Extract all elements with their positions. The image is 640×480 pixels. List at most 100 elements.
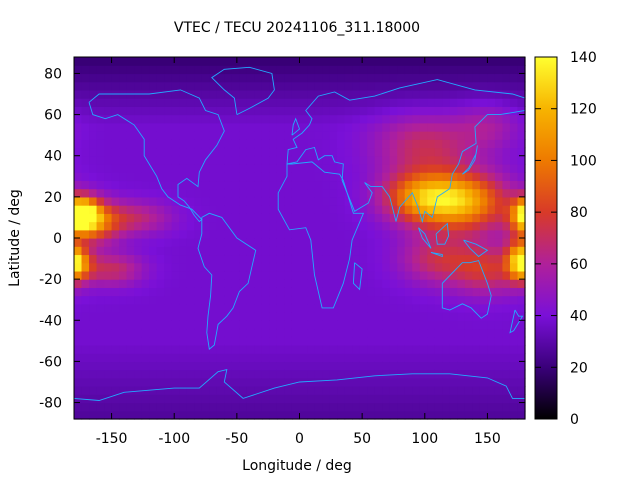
heatmap-cell — [239, 377, 248, 387]
heatmap-cell — [216, 328, 225, 338]
heatmap-cell — [261, 344, 271, 354]
heatmap-cell — [442, 147, 451, 157]
heatmap-cell — [239, 180, 248, 190]
heatmap-cell — [404, 65, 413, 75]
heatmap-cell — [224, 287, 233, 297]
heatmap-cell — [314, 172, 323, 182]
heatmap-cell — [171, 188, 180, 198]
heatmap-cell — [254, 89, 263, 99]
heatmap-cell — [81, 65, 90, 75]
heatmap-cell — [96, 106, 105, 116]
heatmap-cell — [164, 213, 173, 223]
heatmap-cell — [374, 114, 383, 124]
heatmap-cell — [412, 73, 421, 83]
heatmap-cell — [209, 98, 218, 107]
heatmap-cell — [74, 213, 83, 223]
heatmap-cell — [119, 188, 128, 198]
heatmap-cell — [419, 410, 428, 420]
heatmap-cell — [314, 73, 323, 83]
heatmap-cell — [239, 65, 248, 75]
heatmap-cell — [269, 279, 278, 288]
heatmap-cell — [472, 172, 481, 182]
heatmap-cell — [231, 254, 240, 264]
heatmap-cell — [126, 81, 135, 91]
heatmap-cell — [216, 180, 225, 190]
heatmap-cell — [479, 238, 489, 247]
heatmap-cell — [186, 139, 195, 149]
heatmap-cell — [427, 106, 436, 116]
heatmap-cell — [246, 287, 255, 297]
heatmap-cell — [502, 303, 511, 313]
heatmap-cell — [389, 353, 398, 363]
heatmap-cell — [517, 188, 526, 198]
heatmap-cell — [352, 131, 361, 140]
heatmap-cell — [442, 89, 451, 99]
heatmap-cell — [156, 139, 165, 149]
heatmap-cell — [359, 361, 368, 371]
heatmap-cell — [194, 336, 203, 346]
heatmap-cell — [434, 188, 443, 198]
heatmap-cell — [434, 320, 443, 330]
heatmap-cell — [284, 369, 293, 379]
heatmap-cell — [374, 402, 383, 412]
heatmap-cell — [322, 254, 331, 264]
heatmap-cell — [389, 394, 398, 404]
heatmap-cell — [389, 196, 398, 206]
heatmap-cell — [344, 155, 353, 165]
heatmap-cell — [134, 344, 143, 354]
heatmap-cell — [171, 89, 180, 99]
heatmap-cell — [419, 279, 428, 288]
heatmap-cell — [224, 139, 233, 149]
heatmap-cell — [284, 279, 293, 288]
heatmap-cell — [359, 196, 368, 206]
heatmap-cell — [464, 238, 473, 247]
heatmap-cell — [479, 394, 489, 404]
heatmap-cell — [104, 163, 113, 173]
heatmap-cell — [186, 353, 195, 363]
heatmap-cell — [96, 336, 105, 346]
heatmap-cell — [442, 328, 451, 338]
heatmap-cell — [344, 270, 353, 280]
heatmap-cell — [502, 65, 511, 75]
heatmap-cell — [239, 328, 248, 338]
heatmap-cell — [119, 369, 128, 379]
heatmap-cell — [186, 246, 195, 256]
heatmap-cell — [141, 394, 150, 404]
heatmap-cell — [291, 353, 301, 363]
heatmap-cell — [337, 394, 346, 404]
heatmap-cell — [291, 57, 301, 66]
heatmap-cell — [246, 353, 255, 363]
heatmap-cell — [374, 98, 383, 107]
heatmap-cell — [382, 361, 391, 371]
heatmap-cell — [457, 336, 466, 346]
heatmap-cell — [314, 163, 323, 173]
heatmap-cell — [276, 312, 286, 321]
heatmap-cell — [307, 262, 316, 272]
heatmap-cell — [314, 279, 323, 288]
heatmap-cell — [261, 303, 271, 313]
heatmap-cell — [337, 312, 346, 321]
heatmap-cell — [119, 213, 128, 223]
heatmap-cell — [464, 139, 473, 149]
heatmap-cell — [231, 180, 240, 190]
colorbar — [534, 56, 558, 420]
heatmap-cell — [307, 410, 316, 420]
heatmap-cell — [156, 73, 165, 83]
heatmap-cell — [472, 73, 481, 83]
heatmap-cell — [81, 172, 90, 182]
heatmap-cell — [479, 246, 489, 256]
heatmap-cell — [269, 89, 278, 99]
heatmap-cell — [299, 279, 308, 288]
heatmap-cell — [374, 320, 383, 330]
heatmap-cell — [449, 98, 458, 107]
heatmap-cell — [291, 270, 301, 280]
heatmap-cell — [171, 65, 180, 75]
heatmap-cell — [329, 89, 338, 99]
x-tick-label: 150 — [474, 431, 501, 447]
heatmap-cell — [397, 246, 406, 256]
heatmap-cell — [367, 394, 376, 404]
heatmap-cell — [359, 353, 368, 363]
heatmap-cell — [276, 320, 286, 330]
heatmap-cell — [74, 122, 83, 132]
heatmap-cell — [487, 295, 496, 305]
